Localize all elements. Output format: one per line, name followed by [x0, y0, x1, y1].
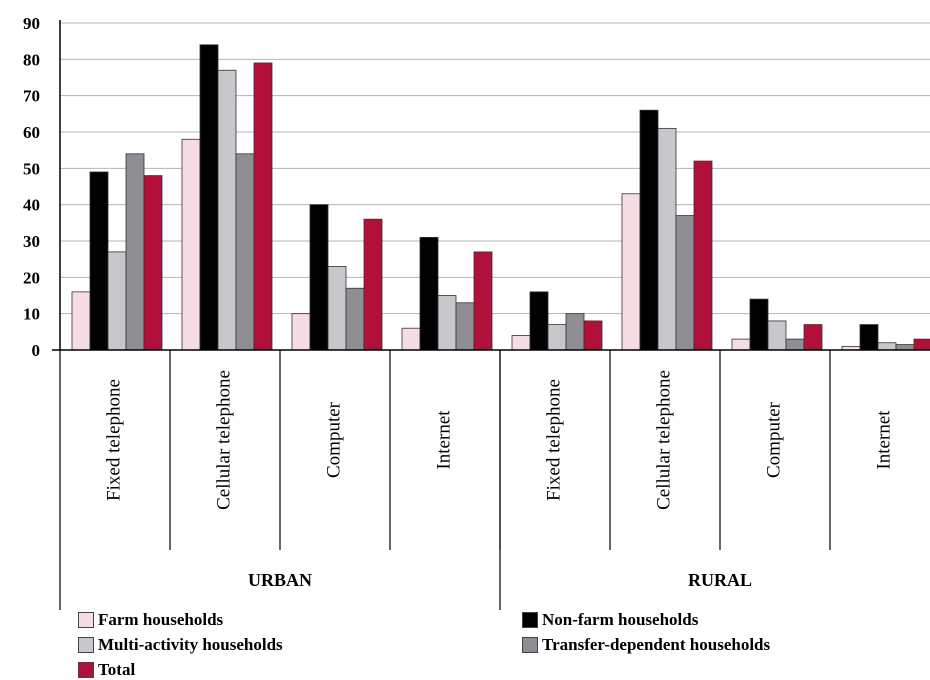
bar-multi-activity-households — [767, 320, 787, 351]
bar-non-farm-households — [859, 324, 879, 351]
bar-non-farm-households — [309, 204, 329, 351]
bar-multi-activity-households — [437, 295, 457, 351]
bar-transfer-dependent-households — [125, 153, 145, 351]
group-label: RURAL — [688, 570, 752, 590]
x-category-label: Cellular telephone — [653, 370, 674, 510]
x-category-label: Internet — [873, 410, 894, 470]
legend-swatch-transfer — [522, 637, 538, 653]
y-tick-label: 20 — [23, 268, 40, 287]
bar-multi-activity-households — [107, 251, 127, 351]
bar-farm-households — [731, 338, 751, 351]
x-category-label: Cellular telephone — [213, 370, 234, 510]
legend-label-transfer: Transfer-dependent households — [542, 635, 771, 654]
bar-farm-households — [511, 335, 531, 351]
bar-total — [803, 324, 823, 351]
group-label: URBAN — [248, 570, 312, 590]
legend-label-multi: Multi-activity households — [98, 635, 283, 654]
labels: 0 10 20 30 40 50 60 70 80 90 Fixed telephone Cellul… — [23, 14, 894, 590]
bar-total — [693, 160, 713, 351]
bar-transfer-dependent-households — [235, 153, 255, 351]
legend-swatch-multi — [78, 637, 94, 653]
x-category-label: Computer — [323, 401, 344, 478]
bar-total — [583, 320, 603, 351]
bar-multi-activity-households — [327, 266, 347, 351]
bar-total — [363, 218, 383, 351]
bar-transfer-dependent-households — [675, 215, 695, 351]
bar-farm-households — [401, 327, 421, 351]
x-category-label: Internet — [433, 410, 454, 470]
bar-total — [473, 251, 493, 351]
bar-total — [913, 338, 930, 351]
bar-farm-households — [291, 313, 311, 351]
bar-non-farm-households — [89, 171, 109, 351]
legend-swatch-farm — [78, 612, 94, 628]
legend-item-nonfarm: Non-farm households — [522, 610, 698, 630]
y-tick-label: 80 — [23, 50, 40, 69]
bar-multi-activity-households — [877, 342, 897, 351]
bar-non-farm-households — [199, 44, 219, 351]
bar-transfer-dependent-households — [565, 313, 585, 351]
legend-swatch-nonfarm — [522, 612, 538, 628]
y-tick-label: 10 — [23, 305, 40, 324]
bar-multi-activity-households — [657, 127, 677, 351]
x-category-label: Computer — [763, 401, 784, 478]
bar-non-farm-households — [529, 291, 549, 351]
bars — [71, 44, 930, 351]
y-tick-label: 40 — [23, 196, 40, 215]
x-category-label: Fixed telephone — [103, 379, 124, 501]
bar-non-farm-households — [639, 109, 659, 351]
bar-transfer-dependent-households — [785, 338, 805, 351]
legend-item-total: Total — [78, 660, 135, 680]
bar-multi-activity-households — [547, 324, 567, 351]
y-tick-label: 70 — [23, 87, 40, 106]
bar-multi-activity-households — [217, 69, 237, 351]
legend-label-nonfarm: Non-farm households — [542, 610, 699, 629]
legend-label-farm: Farm households — [98, 610, 224, 629]
bar-farm-households — [621, 193, 641, 351]
axes — [52, 20, 930, 610]
legend-swatch-total — [78, 662, 94, 678]
y-tick-label: 60 — [23, 123, 40, 142]
bar-non-farm-households — [419, 236, 439, 351]
bar-total — [143, 175, 163, 351]
y-tick-label: 0 — [32, 341, 41, 360]
x-category-label: Fixed telephone — [543, 379, 564, 501]
bar-transfer-dependent-households — [345, 287, 365, 351]
bar-total — [253, 62, 273, 351]
bar-farm-households — [181, 138, 201, 351]
bar-non-farm-households — [749, 298, 769, 351]
legend-label-total: Total — [98, 660, 136, 679]
bar-farm-households — [71, 291, 91, 351]
legend-item-transfer: Transfer-dependent households — [522, 635, 770, 655]
bar-transfer-dependent-households — [895, 344, 915, 351]
y-tick-label: 30 — [23, 232, 40, 251]
y-tick-label: 90 — [23, 14, 40, 33]
legend-item-multi: Multi-activity households — [78, 635, 283, 655]
y-tick-label: 50 — [23, 159, 40, 178]
legend-item-farm: Farm households — [78, 610, 223, 630]
bar-transfer-dependent-households — [455, 302, 475, 351]
